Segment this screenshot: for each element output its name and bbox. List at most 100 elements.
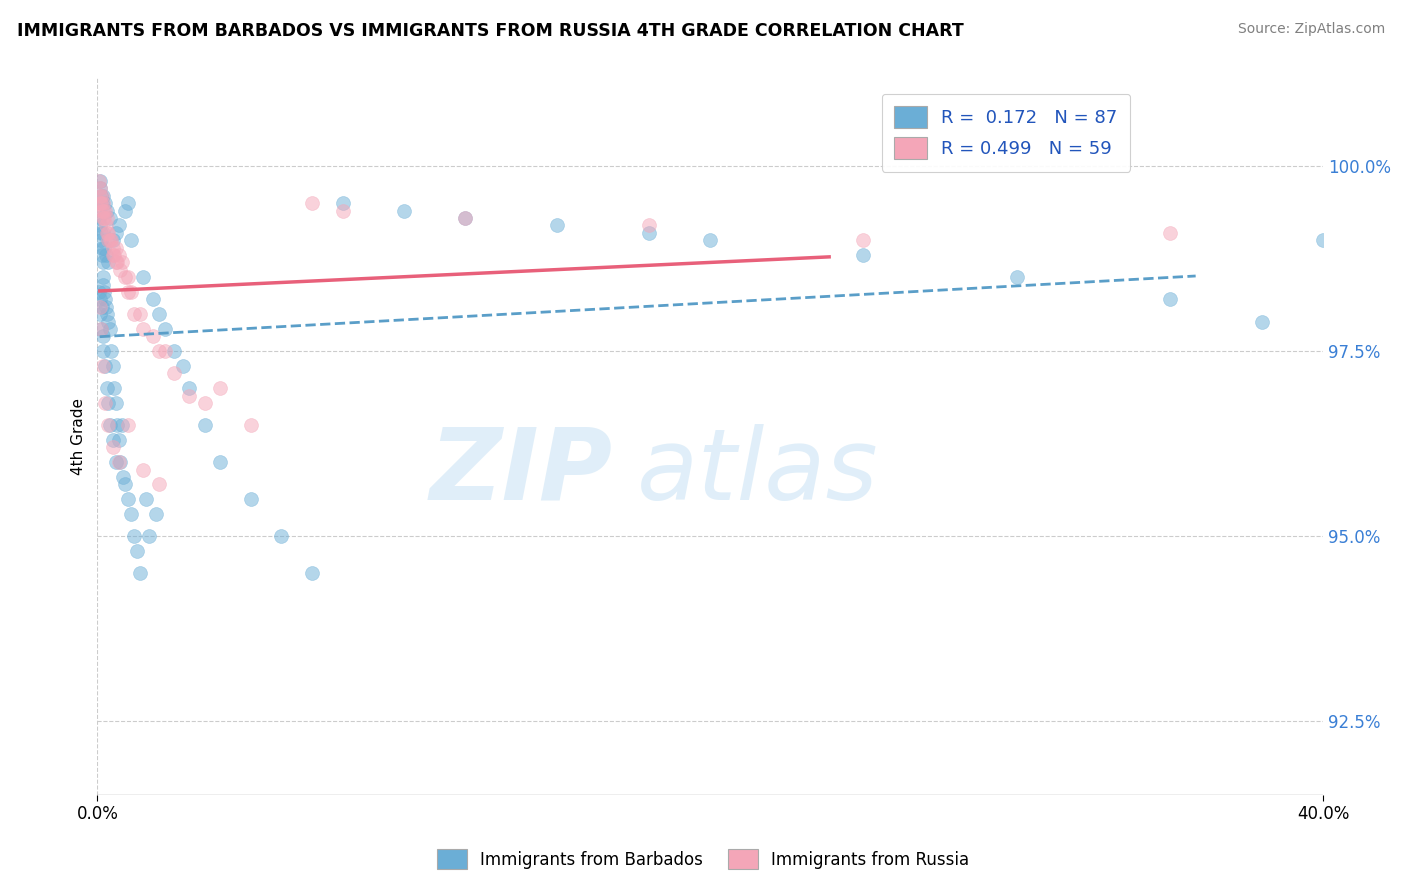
Point — [89, 307, 111, 321]
Point — [1250, 315, 1272, 329]
Point — [301, 196, 323, 211]
Point — [141, 293, 163, 307]
Point — [172, 359, 194, 373]
Point — [98, 322, 121, 336]
Point — [89, 174, 111, 188]
Point — [103, 248, 125, 262]
Point — [87, 174, 110, 188]
Point — [105, 418, 128, 433]
Point — [97, 255, 120, 269]
Point — [194, 418, 217, 433]
Point — [91, 203, 114, 218]
Point — [89, 219, 111, 233]
Point — [301, 566, 323, 581]
Point — [100, 233, 122, 247]
Point — [91, 300, 114, 314]
Point — [90, 322, 112, 336]
Point — [546, 219, 568, 233]
Point — [90, 189, 112, 203]
Point — [132, 270, 155, 285]
Point — [114, 270, 136, 285]
Point — [93, 189, 115, 203]
Point — [90, 233, 112, 247]
Point — [101, 241, 124, 255]
Point — [852, 248, 875, 262]
Point — [90, 196, 112, 211]
Legend: Immigrants from Barbados, Immigrants from Russia: Immigrants from Barbados, Immigrants fro… — [426, 838, 980, 880]
Point — [89, 189, 111, 203]
Point — [97, 233, 120, 247]
Point — [114, 203, 136, 218]
Point — [101, 359, 124, 373]
Point — [93, 211, 115, 225]
Point — [93, 270, 115, 285]
Point — [91, 189, 114, 203]
Point — [101, 233, 124, 247]
Point — [94, 396, 117, 410]
Point — [163, 367, 186, 381]
Point — [103, 381, 125, 395]
Point — [89, 181, 111, 195]
Point — [208, 455, 231, 469]
Point — [101, 248, 124, 262]
Point — [93, 241, 115, 255]
Point — [90, 322, 112, 336]
Point — [94, 293, 117, 307]
Point — [332, 196, 354, 211]
Point — [208, 381, 231, 395]
Point — [117, 196, 139, 211]
Point — [93, 196, 115, 211]
Point — [1159, 293, 1181, 307]
Text: ZIP: ZIP — [429, 424, 612, 521]
Point — [127, 544, 149, 558]
Point — [91, 255, 114, 269]
Point — [97, 396, 120, 410]
Point — [110, 455, 132, 469]
Point — [100, 344, 122, 359]
Point — [96, 307, 118, 321]
Point — [91, 329, 114, 343]
Point — [107, 219, 129, 233]
Point — [110, 262, 132, 277]
Point — [98, 418, 121, 433]
Point — [89, 300, 111, 314]
Point — [132, 462, 155, 476]
Point — [454, 211, 477, 225]
Point — [87, 211, 110, 225]
Text: IMMIGRANTS FROM BARBADOS VS IMMIGRANTS FROM RUSSIA 4TH GRADE CORRELATION CHART: IMMIGRANTS FROM BARBADOS VS IMMIGRANTS F… — [17, 22, 963, 40]
Point — [97, 226, 120, 240]
Point — [91, 196, 114, 211]
Point — [153, 322, 176, 336]
Point — [94, 359, 117, 373]
Point — [699, 233, 721, 247]
Point — [194, 396, 217, 410]
Y-axis label: 4th Grade: 4th Grade — [72, 398, 86, 475]
Point — [122, 529, 145, 543]
Point — [239, 418, 262, 433]
Point — [96, 381, 118, 395]
Point — [239, 492, 262, 507]
Point — [96, 211, 118, 225]
Point — [89, 196, 111, 211]
Point — [145, 507, 167, 521]
Point — [96, 226, 118, 240]
Point — [117, 492, 139, 507]
Point — [104, 241, 127, 255]
Point — [89, 285, 111, 299]
Point — [104, 255, 127, 269]
Point — [91, 241, 114, 255]
Point — [148, 344, 170, 359]
Point — [101, 441, 124, 455]
Point — [107, 433, 129, 447]
Point — [129, 566, 152, 581]
Point — [120, 507, 142, 521]
Point — [153, 344, 176, 359]
Point — [96, 203, 118, 218]
Point — [638, 226, 661, 240]
Point — [94, 300, 117, 314]
Point — [101, 433, 124, 447]
Point — [120, 233, 142, 247]
Text: Source: ZipAtlas.com: Source: ZipAtlas.com — [1237, 22, 1385, 37]
Point — [91, 248, 114, 262]
Point — [132, 322, 155, 336]
